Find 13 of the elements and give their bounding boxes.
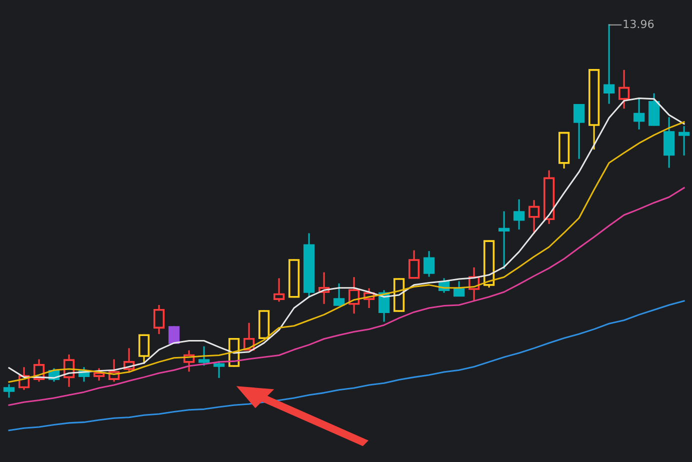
candlestick	[513, 199, 525, 230]
candlestick	[603, 24, 615, 104]
candlestick	[663, 117, 675, 168]
candlestick	[3, 384, 15, 398]
annotation: 13.96	[624, 20, 654, 28]
candlestick	[348, 277, 360, 314]
candlestick	[423, 251, 435, 277]
candlestick	[498, 211, 510, 269]
candlestick	[633, 98, 645, 130]
candlestick	[678, 126, 690, 156]
candlestick	[528, 200, 540, 234]
candlestick	[543, 170, 555, 224]
candlestick	[153, 305, 165, 334]
